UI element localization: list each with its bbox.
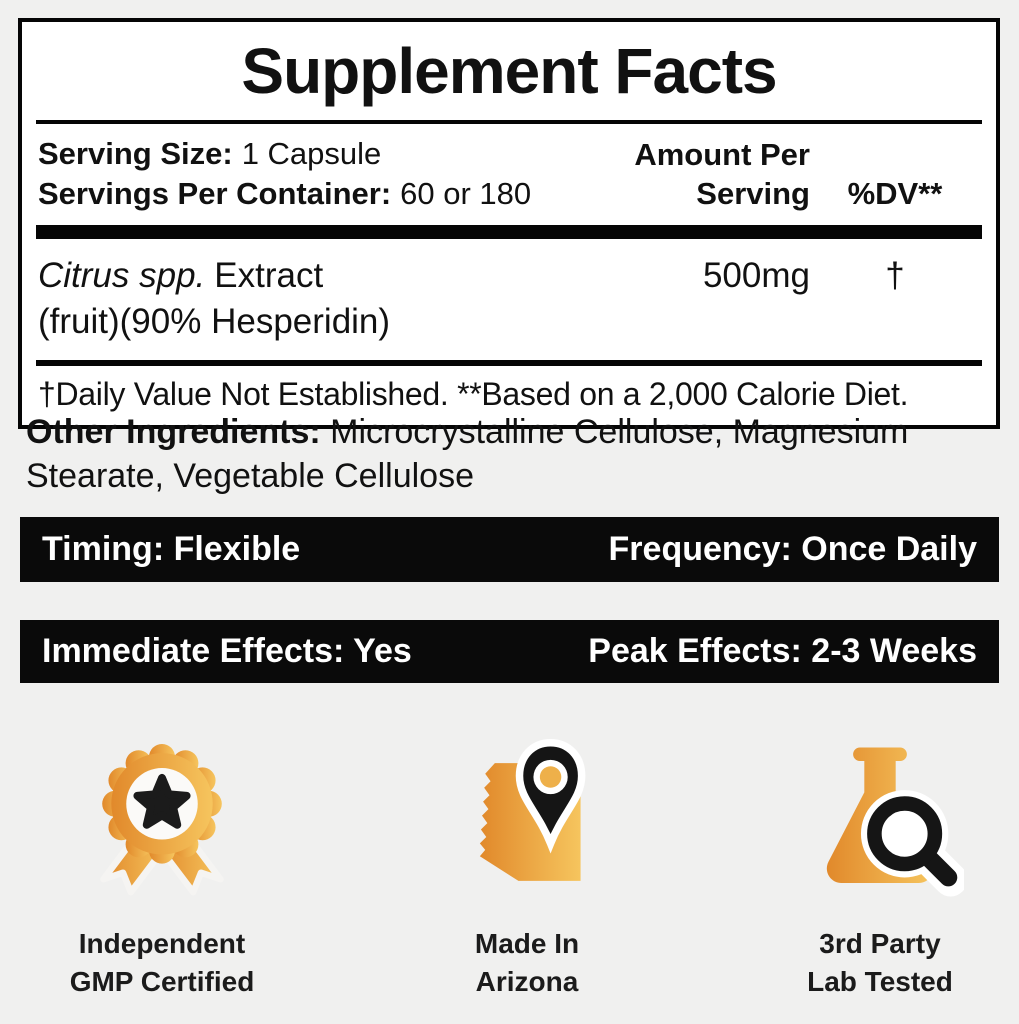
supplement-facts-panel: Supplement Facts Serving Size: 1 Capsule … — [18, 18, 1000, 430]
flask-magnifier-icon — [796, 733, 964, 911]
serving-size-label: Serving Size: — [38, 136, 233, 171]
effects-bar: Immediate Effects: Yes Peak Effects: 2-3… — [20, 620, 999, 683]
servings-per-container-line: Servings Per Container: 60 or 180 — [38, 174, 531, 214]
ingredient-name-line2: (fruit)(90% Hesperidin) — [38, 301, 391, 341]
timing-frequency-bar: Timing: Flexible Frequency: Once Daily — [20, 517, 999, 582]
other-ingredients: Other Ingredients: Microcrystalline Cell… — [26, 410, 1001, 498]
badge-gmp-line2: GMP Certified — [69, 965, 255, 997]
badge-arizona-line1: Made In — [474, 928, 580, 959]
badge-lab-caption: 3rd Party Lab Tested — [807, 925, 953, 1001]
supplement-facts-title: Supplement Facts — [241, 35, 777, 107]
flask-magnifier-svg — [826, 747, 964, 897]
ingredient-name: Citrus spp. Extract (fruit)(90% Hesperidi… — [38, 253, 660, 344]
badge-gmp-certified: Independent GMP Certified — [12, 733, 312, 1013]
badge-arizona-caption: Made In Arizona — [475, 925, 579, 1001]
badge-lab-tested: 3rd Party Lab Tested — [730, 733, 1019, 1013]
arizona-map-pin-svg — [479, 738, 586, 881]
ingredient-row: Citrus spp. Extract (fruit)(90% Hesperidi… — [34, 239, 984, 360]
ingredient-name-line1: Citrus spp. Extract — [38, 253, 660, 299]
ribbon-award-icon — [84, 733, 240, 911]
title-divider-rule — [36, 120, 982, 124]
serving-size-line: Serving Size: 1 Capsule — [38, 134, 531, 174]
dv-footnote: †Daily Value Not Established. **Based on… — [38, 376, 909, 413]
ingredient-scientific-name: Citrus spp. — [38, 256, 206, 296]
amount-per-line1: Amount Per — [634, 136, 810, 172]
ribbon-award-svg — [100, 744, 224, 896]
star-glyph — [133, 773, 191, 829]
servings-per-container-label: Servings Per Container: — [38, 175, 392, 211]
servings-per-container-value: 60 or 180 — [400, 175, 532, 211]
serving-info: Serving Size: 1 Capsule Servings Per Cont… — [38, 134, 531, 213]
other-ingredients-label: Other Ingredients: — [26, 413, 321, 451]
badge-lab-line1: 3rd Party — [819, 928, 941, 959]
badge-gmp-line1: Independent — [78, 928, 246, 959]
ingredient-dv-dagger: † — [885, 256, 905, 296]
amount-per-line2: Serving — [696, 175, 810, 211]
badge-lab-line2: Lab Tested — [807, 965, 953, 997]
immediate-effects-text: Immediate Effects: Yes — [42, 632, 412, 670]
other-ingredients-value: Microcrystalline Cellulose, Magnesium St… — [26, 413, 909, 496]
badge-made-in-arizona: Made In Arizona — [377, 733, 677, 1013]
arizona-map-pin-icon — [452, 733, 602, 911]
serving-size-value: 1 Capsule — [241, 136, 382, 171]
badge-gmp-caption: Independent GMP Certified — [70, 925, 255, 1001]
peak-effects-text: Peak Effects: 2-3 Weeks — [588, 632, 977, 670]
column-headers: Amount Per Serving %DV** — [634, 136, 980, 214]
serving-header: Serving Size: 1 Capsule Servings Per Cont… — [34, 124, 984, 225]
timing-text: Timing: Flexible — [42, 530, 301, 568]
percent-dv-header: %DV** — [847, 175, 943, 211]
ingredient-amount: 500mg — [702, 256, 810, 296]
amount-per-serving-header: Amount Per Serving — [634, 136, 810, 214]
footnote-divider-rule — [36, 360, 982, 367]
badge-arizona-line2: Arizona — [475, 965, 579, 997]
header-divider-rule — [36, 225, 982, 240]
ingredient-name-rest: Extract — [214, 256, 324, 296]
frequency-text: Frequency: Once Daily — [608, 530, 977, 568]
